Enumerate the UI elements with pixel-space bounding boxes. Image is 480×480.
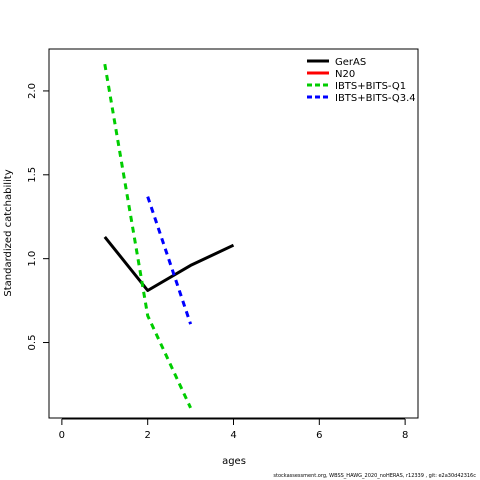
legend-label-geras: GerAS [335, 57, 366, 68]
x-axis-label: ages [222, 456, 246, 467]
series-group [103, 63, 235, 409]
x-tick-label: 4 [230, 430, 236, 441]
plot-frame [48, 48, 419, 419]
y-tick-label: 2.0 [27, 83, 38, 99]
series-line-ibts-bits-q3-4 [146, 196, 193, 325]
y-tick-label: 1.5 [27, 167, 38, 183]
series-line-ibts-bits-q1 [103, 63, 192, 409]
x-tick-label: 8 [402, 430, 408, 441]
y-axis-label: Standardized catchability [3, 169, 14, 296]
footer-credit: stockassessment.org, WBSS_HAWG_2020_noHE… [273, 473, 476, 479]
x-tick-label: 6 [316, 430, 322, 441]
y-tick-label: 1.0 [27, 251, 38, 267]
legend-label-n20: N20 [335, 69, 355, 80]
legend-label-ibts-bits-q1: IBTS+BITS-Q1 [335, 81, 406, 92]
legend-label-ibts-bits-q3-4: IBTS+BITS-Q3.4 [335, 93, 416, 104]
axes: 0 2 4 6 8 0.5 1.0 1.5 2.0 [27, 83, 408, 441]
series-line-geras [103, 235, 235, 292]
x-tick-label: 2 [144, 430, 150, 441]
y-tick-label: 0.5 [27, 335, 38, 351]
x-tick-label: 0 [59, 430, 65, 441]
